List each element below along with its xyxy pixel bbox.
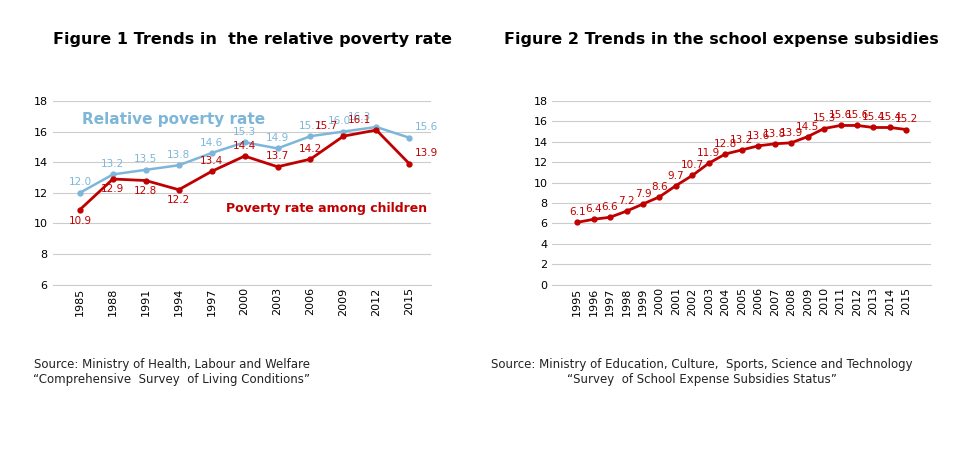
- Text: 16.0: 16.0: [328, 116, 350, 126]
- Text: 13.9: 13.9: [414, 148, 438, 158]
- Text: 15.4: 15.4: [861, 112, 885, 123]
- Text: 11.9: 11.9: [697, 148, 720, 158]
- Text: 15.6: 15.6: [845, 110, 869, 120]
- Text: Figure 2 Trends in the school expense subsidies: Figure 2 Trends in the school expense su…: [504, 32, 939, 47]
- Text: Relative poverty rate: Relative poverty rate: [82, 112, 265, 127]
- Text: Source: Ministry of Health, Labour and Welfare
“Comprehensive  Survey  of Living: Source: Ministry of Health, Labour and W…: [33, 358, 310, 386]
- Text: 14.5: 14.5: [796, 122, 819, 132]
- Text: 6.6: 6.6: [602, 202, 618, 212]
- Text: 12.2: 12.2: [167, 195, 190, 205]
- Text: 14.4: 14.4: [233, 141, 256, 151]
- Text: 15.7: 15.7: [315, 121, 338, 131]
- Text: 14.6: 14.6: [200, 138, 223, 148]
- Text: 13.7: 13.7: [265, 151, 289, 162]
- Text: 13.8: 13.8: [763, 129, 786, 139]
- Text: Source: Ministry of Education, Culture,  Sports, Science and Technology
“Survey : Source: Ministry of Education, Culture, …: [491, 358, 913, 386]
- Text: 15.7: 15.7: [299, 121, 322, 131]
- Text: 15.3: 15.3: [813, 113, 836, 123]
- Text: 13.4: 13.4: [200, 156, 223, 166]
- Text: 16.3: 16.3: [348, 112, 371, 122]
- Text: 16.1: 16.1: [348, 115, 371, 125]
- Text: 14.2: 14.2: [299, 144, 322, 154]
- Text: 13.5: 13.5: [135, 155, 158, 164]
- Text: 9.7: 9.7: [668, 171, 684, 180]
- Text: 13.8: 13.8: [167, 150, 190, 160]
- Text: 15.6: 15.6: [829, 110, 852, 120]
- Text: 12.9: 12.9: [101, 185, 124, 194]
- Text: 13.2: 13.2: [731, 135, 753, 145]
- Text: 13.6: 13.6: [747, 131, 770, 141]
- Text: 7.9: 7.9: [635, 189, 651, 199]
- Text: 13.2: 13.2: [101, 159, 124, 169]
- Text: Figure 1 Trends in  the relative poverty rate: Figure 1 Trends in the relative poverty …: [53, 32, 452, 47]
- Text: 8.6: 8.6: [651, 182, 668, 192]
- Text: 15.3: 15.3: [233, 127, 256, 137]
- Text: 14.9: 14.9: [265, 133, 289, 143]
- Text: 10.7: 10.7: [681, 160, 704, 170]
- Text: 6.1: 6.1: [569, 207, 585, 217]
- Text: Poverty rate among children: Poverty rate among children: [226, 202, 428, 214]
- Text: 15.4: 15.4: [879, 112, 902, 123]
- Text: 15.2: 15.2: [895, 114, 918, 124]
- Text: 12.8: 12.8: [135, 186, 158, 196]
- Text: 13.9: 13.9: [779, 128, 803, 138]
- Text: 6.4: 6.4: [585, 204, 602, 214]
- Text: 12.8: 12.8: [713, 139, 737, 149]
- Text: 7.2: 7.2: [618, 196, 635, 206]
- Text: 15.6: 15.6: [414, 123, 438, 132]
- Text: 12.0: 12.0: [69, 178, 92, 187]
- Text: 10.9: 10.9: [69, 217, 92, 226]
